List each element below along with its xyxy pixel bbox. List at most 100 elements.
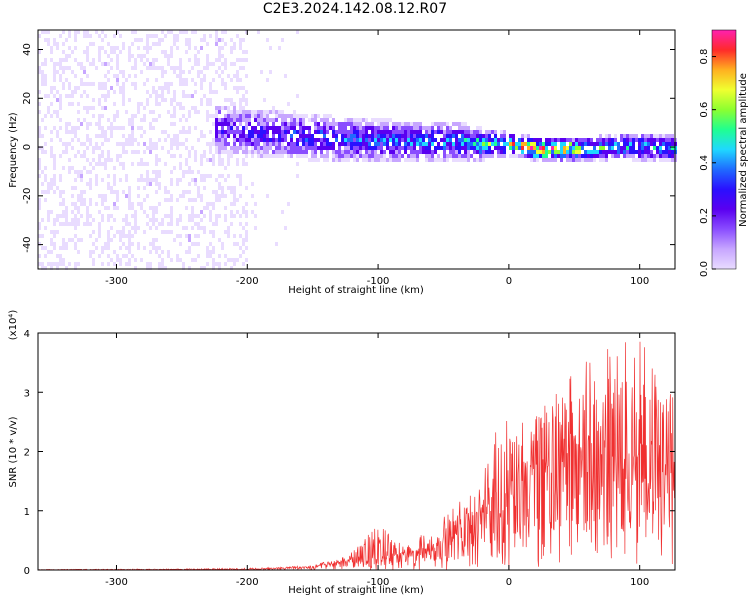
spectrogram-cell — [281, 134, 284, 138]
spectrogram-cell — [233, 190, 236, 194]
spectrogram-cell — [188, 246, 191, 250]
spectrogram-cell — [104, 262, 107, 266]
spectrogram-cell — [230, 258, 233, 262]
spectrogram-cell — [164, 254, 167, 258]
spectrogram-cell — [299, 154, 302, 158]
spectrogram-cell — [125, 142, 128, 146]
spectrogram-cell — [170, 42, 173, 46]
spectrogram-cell — [95, 70, 98, 74]
spectrogram-cell — [197, 262, 200, 266]
spectrogram-cell — [356, 118, 359, 122]
spectrogram-cell — [548, 138, 551, 142]
spectrogram-cell — [200, 218, 203, 222]
spectrogram-cell — [206, 54, 209, 58]
spectrogram-cell — [212, 214, 215, 218]
spectrogram-cell — [209, 114, 212, 118]
spectrogram-cell — [413, 150, 416, 154]
spectrogram-cell — [80, 174, 83, 178]
spectrogram-cell — [134, 30, 137, 34]
spectrogram-cell — [509, 142, 512, 146]
spectrogram-cell — [56, 254, 59, 258]
spectrogram-cell — [173, 174, 176, 178]
spectrogram-cell — [179, 82, 182, 86]
spectrogram-cell — [212, 258, 215, 262]
spectrogram-cell — [74, 178, 77, 182]
spectrogram-cell — [203, 226, 206, 230]
spectrogram-cell — [80, 122, 83, 126]
spectrogram-cell — [602, 150, 605, 154]
spectrogram-cell — [230, 38, 233, 42]
spectrogram-cell — [101, 254, 104, 258]
spectrogram-cell — [233, 182, 236, 186]
spectrogram-cell — [251, 110, 254, 114]
spectrogram-cell — [242, 58, 245, 62]
spectrogram-cell — [194, 214, 197, 218]
spectrogram-cell — [566, 150, 569, 154]
spectrogram-cell — [119, 210, 122, 214]
spectrogram-cell — [77, 206, 80, 210]
spectrogram-cell — [59, 66, 62, 70]
spectrogram-cell — [98, 54, 101, 58]
spectrogram-cell — [89, 162, 92, 166]
spectrogram-cell — [44, 54, 47, 58]
spectrogram-cell — [47, 214, 50, 218]
spectrogram-cell — [464, 158, 467, 162]
spectrogram-cell — [296, 242, 299, 246]
colorbar-tick-label: 0.6 — [699, 102, 710, 118]
spectrogram-cell — [98, 194, 101, 198]
spectrogram-cell — [527, 138, 530, 142]
spectrogram-cell — [185, 78, 188, 82]
spectrogram-cell — [110, 110, 113, 114]
spectrogram-cell — [302, 154, 305, 158]
spectrogram-cell — [296, 154, 299, 158]
spectrogram-cell — [191, 230, 194, 234]
spectrogram-cell — [185, 146, 188, 150]
spectrogram-cell — [170, 178, 173, 182]
spectrogram-cell — [59, 94, 62, 98]
spectrogram-cell — [539, 154, 542, 158]
spectrogram-cell — [179, 102, 182, 106]
spectrogram-cell — [479, 138, 482, 142]
spectrogram-cell — [158, 42, 161, 46]
spectrogram-cell — [473, 130, 476, 134]
spectrogram-cell — [629, 146, 632, 150]
spectrogram-cell — [290, 146, 293, 150]
spectrogram-cell — [434, 130, 437, 134]
spectrogram-cell — [122, 102, 125, 106]
spectrogram-cell — [128, 214, 131, 218]
spectrogram-cell — [149, 126, 152, 130]
spectrogram-cell — [179, 242, 182, 246]
spectrogram-cell — [92, 142, 95, 146]
spectrogram-cell — [338, 130, 341, 134]
spectrogram-cell — [71, 102, 74, 106]
spectrogram-cell — [227, 170, 230, 174]
spectrogram-cell — [101, 170, 104, 174]
spectrogram-cell — [476, 150, 479, 154]
spectrogram-cell — [395, 134, 398, 138]
spectrogram-cell — [245, 166, 248, 170]
spectrogram-cell — [116, 78, 119, 82]
spectrogram-cell — [425, 150, 428, 154]
spectrogram-cell — [596, 138, 599, 142]
spectrogram-cell — [632, 158, 635, 162]
spectrogram-cell — [212, 238, 215, 242]
spectrogram-cell — [230, 130, 233, 134]
spectrogram-cell — [38, 206, 41, 210]
spectrogram-cell — [218, 54, 221, 58]
spectrogram-cell — [209, 30, 212, 34]
spectrogram-cell — [212, 206, 215, 210]
spectrogram-cell — [44, 262, 47, 266]
spectrogram-cell — [197, 38, 200, 42]
spectrogram-cell — [413, 154, 416, 158]
spectrogram-cell — [323, 142, 326, 146]
spectrogram-cell — [218, 214, 221, 218]
spectrogram-cell — [386, 118, 389, 122]
spectrogram-cell — [191, 154, 194, 158]
spectrogram-cell — [89, 262, 92, 266]
spectrogram-cell — [254, 146, 257, 150]
spectrogram-cell — [41, 170, 44, 174]
spectrogram-cell — [110, 262, 113, 266]
spectrogram-cell — [173, 42, 176, 46]
spectrogram-cell — [239, 174, 242, 178]
spectrogram-cell — [362, 130, 365, 134]
